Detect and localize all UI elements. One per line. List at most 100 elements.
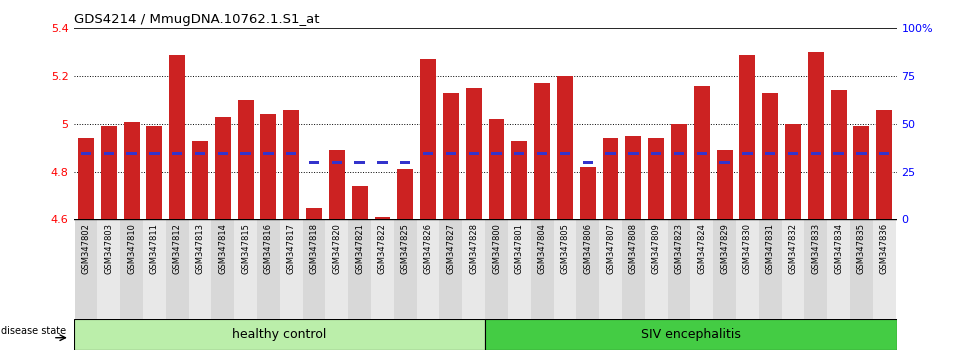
Bar (325, 219, 348, 336)
Bar (286, 152, 297, 155)
Bar (582, 161, 593, 164)
Text: GSM347829: GSM347829 (720, 223, 729, 274)
Bar (143, 219, 166, 336)
Text: GSM347818: GSM347818 (310, 223, 318, 274)
Bar (400, 161, 411, 164)
Text: GDS4214 / MmugDNA.10762.1.S1_at: GDS4214 / MmugDNA.10762.1.S1_at (74, 13, 319, 26)
Bar (355, 161, 365, 164)
Bar (329, 150, 345, 219)
Bar (512, 141, 527, 219)
Bar (240, 152, 251, 155)
Bar (742, 152, 753, 155)
Bar (854, 126, 869, 219)
Text: GSM347806: GSM347806 (583, 223, 592, 274)
Bar (694, 86, 710, 219)
Bar (78, 138, 94, 219)
Bar (759, 219, 781, 336)
Bar (123, 121, 139, 219)
Text: GSM347811: GSM347811 (150, 223, 159, 274)
Bar (423, 152, 433, 155)
Bar (557, 76, 573, 219)
Text: GSM347820: GSM347820 (332, 223, 341, 274)
Bar (394, 219, 416, 336)
Text: GSM347831: GSM347831 (765, 223, 774, 274)
Bar (645, 219, 667, 336)
Bar (189, 219, 212, 336)
Bar (257, 219, 280, 336)
Bar (603, 138, 618, 219)
Text: GSM347812: GSM347812 (172, 223, 181, 274)
Bar (74, 219, 97, 336)
Bar (491, 152, 502, 155)
Bar (195, 152, 205, 155)
Bar (667, 219, 690, 336)
Text: GSM347830: GSM347830 (743, 223, 752, 274)
Bar (377, 161, 388, 164)
Text: GSM347828: GSM347828 (469, 223, 478, 274)
Text: disease state: disease state (1, 326, 67, 336)
Bar (719, 161, 730, 164)
Bar (833, 152, 844, 155)
Bar (531, 219, 554, 336)
Text: GSM347802: GSM347802 (81, 223, 90, 274)
Text: healthy control: healthy control (232, 328, 326, 341)
Bar (468, 152, 479, 155)
Bar (785, 124, 801, 219)
Bar (716, 150, 732, 219)
Bar (439, 219, 463, 336)
Bar (463, 219, 485, 336)
Bar (172, 152, 182, 155)
Bar (374, 217, 390, 219)
Bar (348, 219, 371, 336)
Bar (352, 186, 368, 219)
Bar (309, 161, 319, 164)
Bar (713, 219, 736, 336)
Text: SIV encephalitis: SIV encephalitis (641, 328, 741, 341)
Bar (104, 152, 114, 155)
Bar (416, 219, 439, 336)
Text: GSM347832: GSM347832 (789, 223, 798, 274)
Text: GSM347821: GSM347821 (355, 223, 365, 274)
Bar (331, 161, 342, 164)
Bar (149, 152, 160, 155)
Bar (808, 52, 824, 219)
Bar (736, 219, 759, 336)
Text: GSM347803: GSM347803 (104, 223, 114, 274)
Bar (264, 152, 273, 155)
Bar (651, 152, 662, 155)
Bar (739, 55, 756, 219)
Bar (762, 93, 778, 219)
Bar (850, 219, 873, 336)
Bar (508, 219, 531, 336)
Text: GSM347836: GSM347836 (880, 223, 889, 274)
Bar (805, 219, 827, 336)
Bar (192, 141, 208, 219)
Bar (671, 124, 687, 219)
Bar (97, 219, 121, 336)
Text: GSM347805: GSM347805 (561, 223, 569, 274)
Text: GSM347827: GSM347827 (447, 223, 456, 274)
Bar (576, 219, 599, 336)
Bar (485, 319, 897, 350)
Bar (371, 219, 394, 336)
Bar (697, 152, 707, 155)
Bar (218, 152, 228, 155)
Bar (166, 219, 189, 336)
Bar (234, 219, 257, 336)
Text: GSM347826: GSM347826 (423, 223, 432, 274)
Bar (81, 152, 91, 155)
Bar (303, 219, 325, 336)
Bar (215, 117, 231, 219)
Bar (673, 152, 684, 155)
Text: GSM347817: GSM347817 (287, 223, 296, 274)
Bar (606, 152, 615, 155)
Text: GSM347822: GSM347822 (378, 223, 387, 274)
Bar (554, 219, 576, 336)
Bar (876, 110, 892, 219)
Text: GSM347810: GSM347810 (127, 223, 136, 274)
Bar (648, 138, 664, 219)
Text: GSM347815: GSM347815 (241, 223, 250, 274)
Bar (420, 59, 436, 219)
Bar (466, 88, 482, 219)
Bar (622, 219, 645, 336)
